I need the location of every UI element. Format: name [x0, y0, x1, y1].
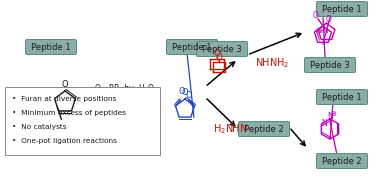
FancyBboxPatch shape [197, 41, 248, 56]
FancyBboxPatch shape [5, 87, 160, 155]
Text: O: O [62, 80, 68, 89]
Text: O$_2$, RB, $hv$, H$_2$O: O$_2$, RB, $hv$, H$_2$O [94, 82, 156, 95]
Text: NHNH$_2$: NHNH$_2$ [255, 56, 289, 70]
FancyBboxPatch shape [305, 58, 355, 73]
Text: O: O [182, 88, 188, 97]
Text: ⊕: ⊕ [330, 111, 336, 117]
Text: O: O [185, 91, 192, 100]
FancyBboxPatch shape [166, 39, 217, 55]
Text: H$_2$NHN: H$_2$NHN [213, 122, 248, 136]
Text: N: N [327, 112, 333, 121]
Text: O: O [214, 50, 220, 59]
Text: •  No catalysts: • No catalysts [12, 124, 67, 130]
Text: Peptide 2: Peptide 2 [244, 124, 284, 133]
Text: Peptide 1: Peptide 1 [172, 42, 212, 52]
Text: •  Minimum excess of peptides: • Minimum excess of peptides [12, 110, 126, 116]
Text: Peptide 3: Peptide 3 [202, 44, 242, 53]
FancyBboxPatch shape [316, 153, 367, 169]
Text: Peptide 1: Peptide 1 [31, 42, 71, 52]
Text: Peptide 3: Peptide 3 [310, 61, 350, 70]
Text: Peptide 2: Peptide 2 [322, 156, 362, 165]
Text: Peptide 1: Peptide 1 [322, 93, 362, 101]
Text: HN: HN [318, 28, 328, 34]
Text: N: N [321, 118, 327, 127]
Text: O: O [178, 87, 185, 96]
Text: O: O [325, 15, 332, 24]
Text: O: O [313, 12, 319, 21]
Text: N: N [316, 28, 322, 34]
FancyBboxPatch shape [316, 1, 367, 16]
Text: •  Furan at diverse positions: • Furan at diverse positions [12, 96, 116, 102]
FancyBboxPatch shape [239, 121, 290, 136]
Text: Peptide 1: Peptide 1 [322, 4, 362, 13]
FancyBboxPatch shape [25, 39, 76, 55]
Text: •  One-pot ligation reactions: • One-pot ligation reactions [12, 138, 117, 144]
FancyBboxPatch shape [316, 90, 367, 104]
Text: O: O [215, 53, 223, 61]
